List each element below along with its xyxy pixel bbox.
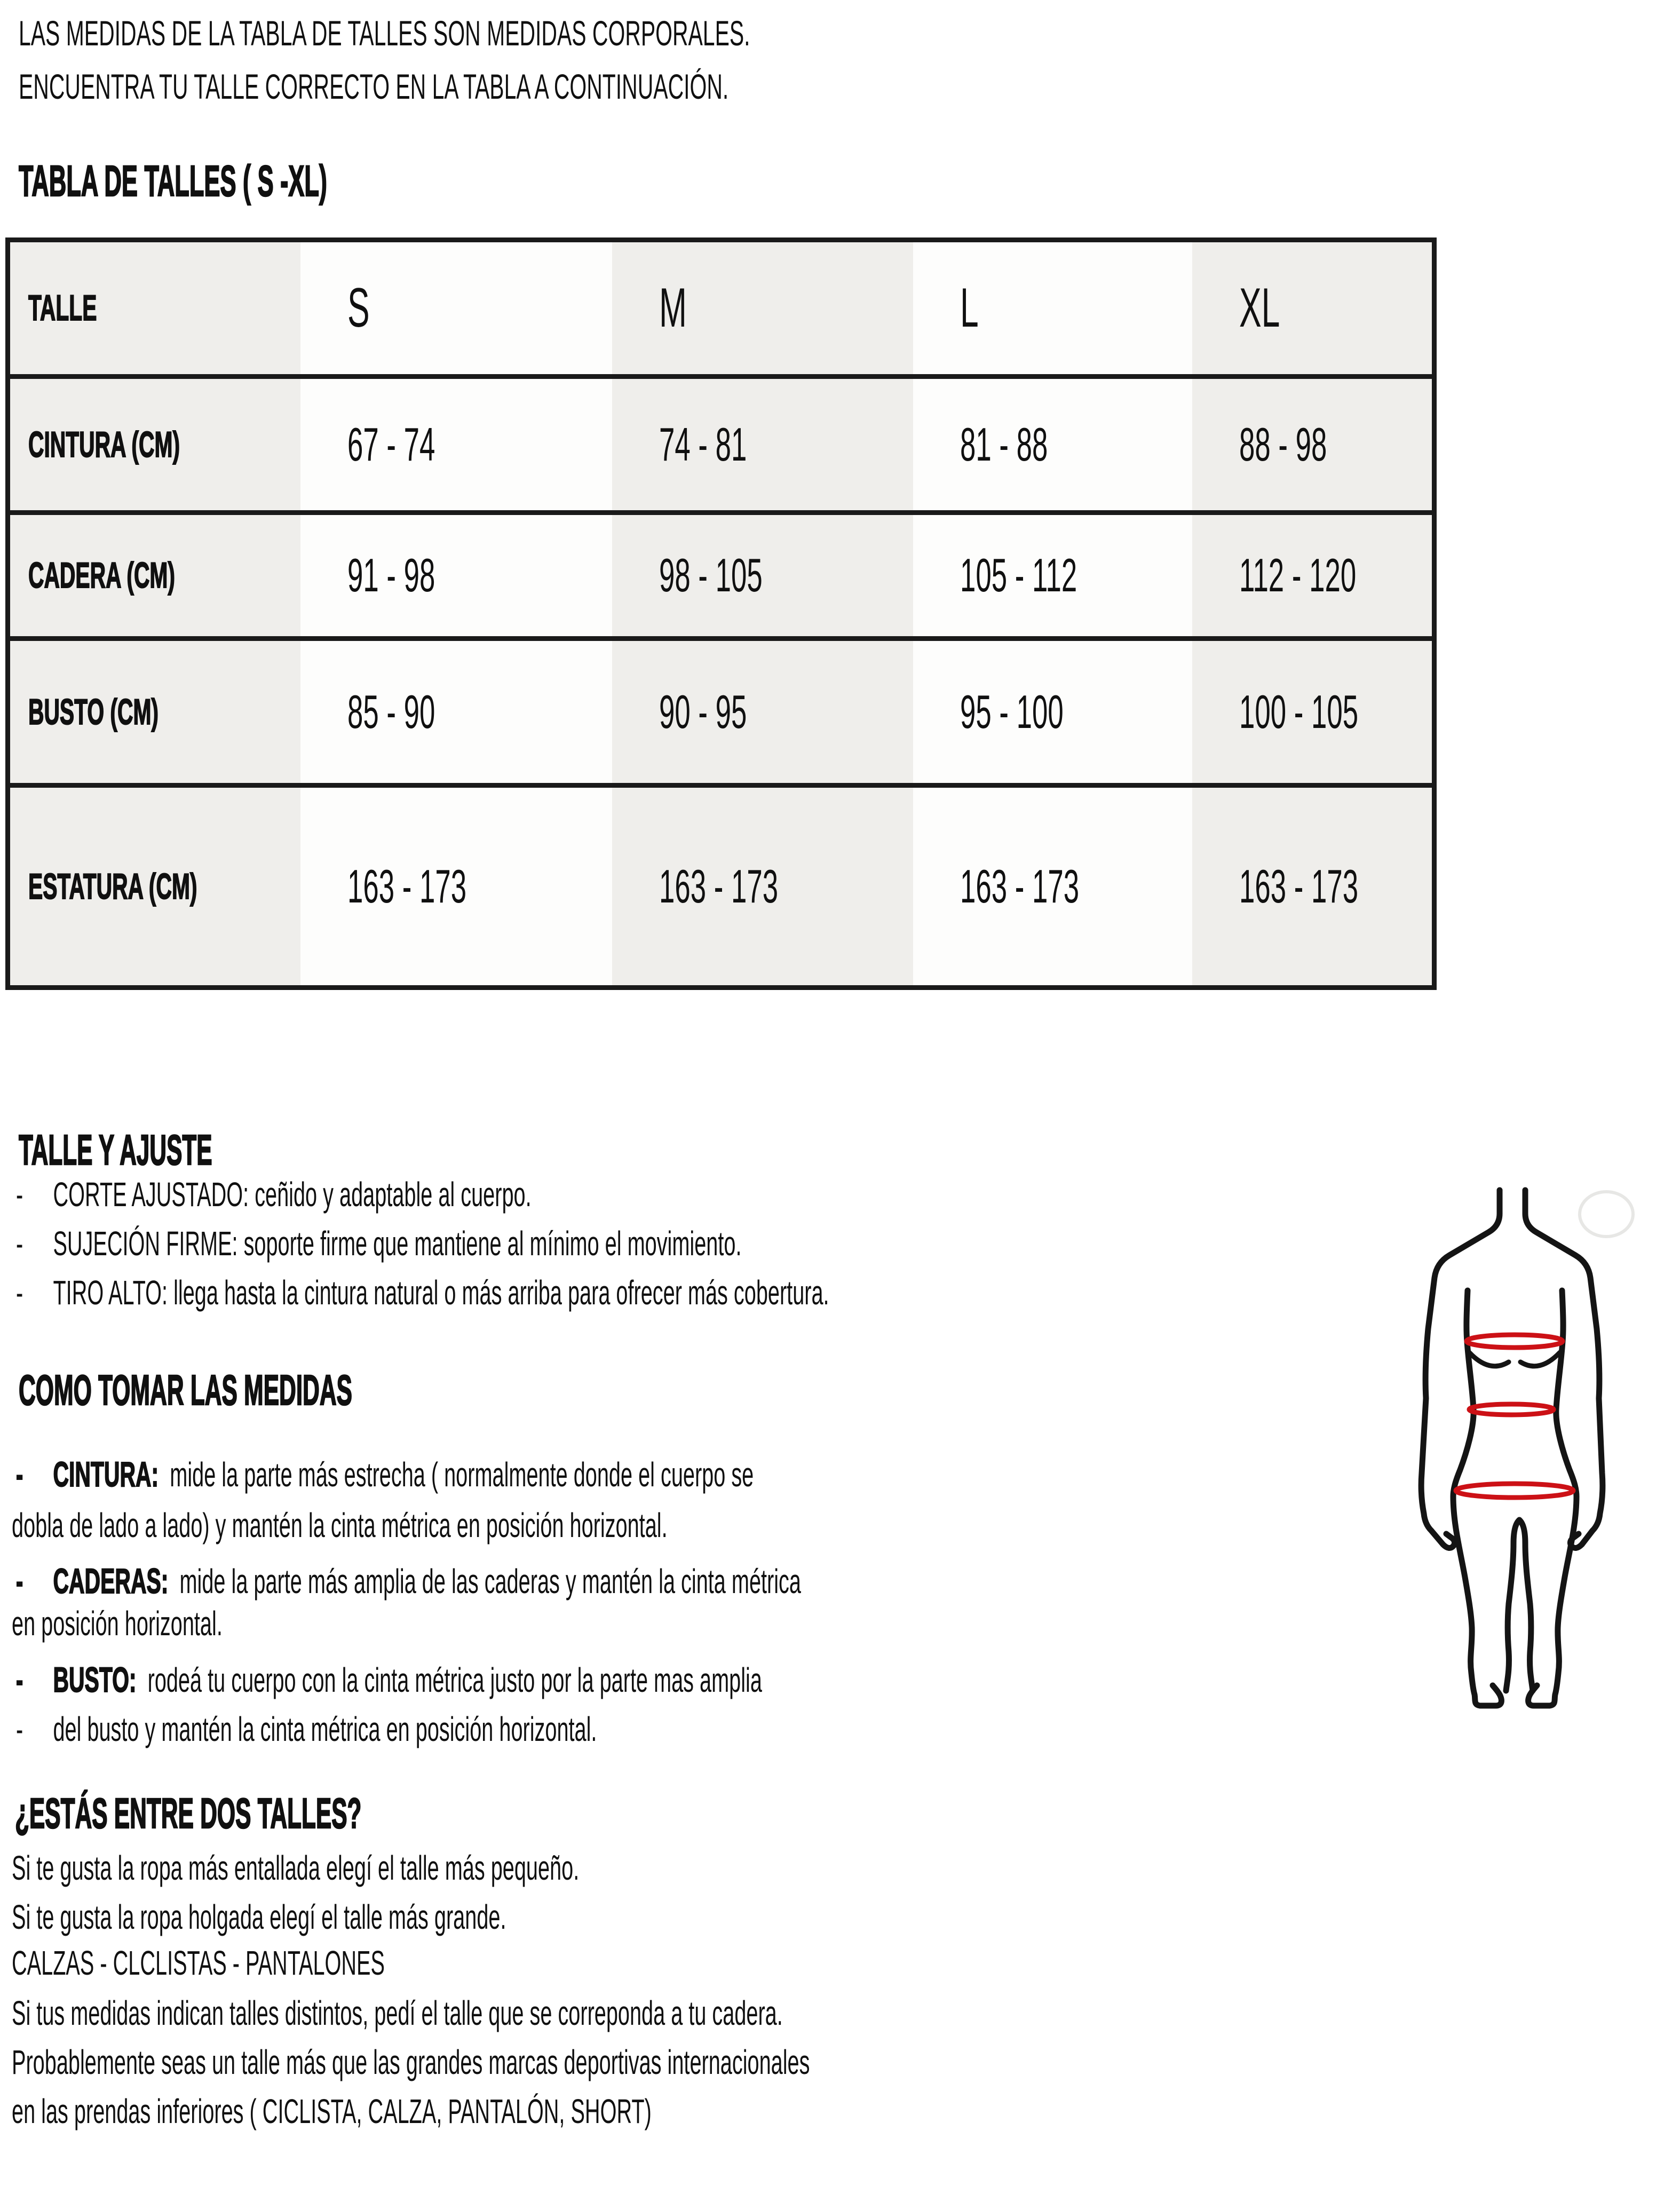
measure-cintura-line1: mide la parte más estrecha ( normalmente… bbox=[170, 1455, 754, 1494]
table-corner-cell: TALLE bbox=[10, 242, 301, 374]
fit-bullet-corte: - CORTE AJUSTADO: ceñido y adaptable al c… bbox=[16, 1169, 532, 1220]
fit-section-title: TALLE Y AJUSTE bbox=[18, 1126, 212, 1175]
measure-item-caderas: - CADERAS: mide la parte más amplia de las… bbox=[15, 1555, 801, 1607]
cell-cintura-l: 81 - 88 bbox=[913, 374, 1193, 510]
fit-bullet-tiro-text: TIRO ALTO: llega hasta la cintura natura… bbox=[53, 1273, 829, 1312]
cell-busto-s: 85 - 90 bbox=[300, 636, 613, 783]
cell-busto-m: 90 - 95 bbox=[612, 636, 913, 783]
measure-label-busto: BUSTO: bbox=[53, 1659, 137, 1700]
bullet-dash: - bbox=[16, 1224, 23, 1263]
cell-cintura-m: 74 - 81 bbox=[612, 374, 913, 510]
size-table-title: TABLA DE TALLES ( S -XL) bbox=[18, 156, 327, 207]
bust-measure-line bbox=[1464, 1332, 1565, 1350]
intro-line-2: ENCUENTRA TU TALLE CORRECTO EN LA TABLA … bbox=[19, 67, 729, 106]
between-sizes-line-1: Si te gusta la ropa más entallada elegí … bbox=[12, 1849, 580, 1887]
fit-bullet-sujecion-text: SUJECIÓN FIRME: soporte firme que mantie… bbox=[53, 1224, 742, 1263]
measure-caderas-line2: en posición horizontal. bbox=[12, 1604, 223, 1643]
row-label-busto: BUSTO (CM) bbox=[10, 636, 301, 783]
hip-measure-line bbox=[1453, 1481, 1576, 1500]
right-bust-curve bbox=[1518, 1350, 1563, 1369]
body-measurement-figure bbox=[1418, 1187, 1635, 1709]
size-col-header-l: L bbox=[913, 242, 1193, 374]
between-sizes-line-5: Probablemente seas un talle más que las … bbox=[12, 2043, 810, 2081]
cell-cadera-m: 98 - 105 bbox=[612, 510, 913, 637]
bullet-dash: - bbox=[15, 1562, 23, 1601]
left-neck-shoulder-arm bbox=[1418, 1187, 1503, 1551]
faint-artifact bbox=[1578, 1190, 1635, 1238]
left-inner-leg bbox=[1503, 1517, 1523, 1694]
measure-section-title: COMO TOMAR LAS MEDIDAS bbox=[18, 1366, 352, 1415]
measure-busto-line2: del busto y mantén la cinta métrica en p… bbox=[53, 1710, 597, 1748]
left-bust-curve bbox=[1467, 1350, 1511, 1369]
measure-caderas-line1: mide la parte más amplia de las caderas … bbox=[179, 1562, 801, 1601]
bullet-dash: - bbox=[15, 1660, 23, 1700]
cell-cadera-xl: 112 - 120 bbox=[1192, 510, 1432, 637]
size-col-header-s: S bbox=[300, 242, 613, 374]
bullet-dash: - bbox=[16, 1273, 23, 1312]
right-inner-leg bbox=[1516, 1517, 1536, 1694]
size-col-header-xl: XL bbox=[1192, 242, 1432, 374]
between-sizes-title: ¿ESTÁS ENTRE DOS TALLES? bbox=[14, 1789, 362, 1838]
row-label-estatura: ESTATURA (CM) bbox=[10, 782, 301, 985]
measure-item-cintura: - CINTURA: mide la parte más estrecha ( no… bbox=[15, 1448, 754, 1500]
cell-cintura-xl: 88 - 98 bbox=[1192, 374, 1432, 510]
cell-estatura-xl: 163 - 173 bbox=[1192, 782, 1432, 985]
cell-cintura-s: 67 - 74 bbox=[300, 374, 613, 510]
row-label-cadera: CADERA (CM) bbox=[10, 510, 301, 637]
measure-item-busto: - BUSTO: rodeá tu cuerpo con la cinta métr… bbox=[15, 1654, 762, 1706]
between-sizes-line-3: CALZAS - CLCLISTAS - PANTALONES bbox=[12, 1944, 385, 1982]
fit-bullet-corte-text: CORTE AJUSTADO: ceñido y adaptable al cu… bbox=[53, 1175, 532, 1214]
fit-bullet-sujecion: - SUJECIÓN FIRME: soporte firme que manti… bbox=[16, 1218, 741, 1269]
size-col-header-m: M bbox=[612, 242, 913, 374]
between-sizes-line-2: Si te gusta la ropa holgada elegí el tal… bbox=[12, 1898, 506, 1936]
between-sizes-line-6: en las prendas inferiores ( CICLISTA, CA… bbox=[12, 2092, 652, 2130]
measure-busto-line2-bullet: - del busto y mantén la cinta métrica en … bbox=[16, 1704, 597, 1755]
cell-estatura-s: 163 - 173 bbox=[300, 782, 613, 985]
intro-line-1: LAS MEDIDAS DE LA TABLA DE TALLES SON ME… bbox=[19, 13, 750, 53]
fit-bullet-tiro: - TIRO ALTO: llega hasta la cintura natur… bbox=[16, 1267, 829, 1318]
measure-busto-line1: rodeá tu cuerpo con la cinta métrica jus… bbox=[147, 1661, 762, 1699]
left-torso-and-leg bbox=[1450, 1287, 1504, 1709]
waist-measure-line bbox=[1467, 1401, 1556, 1417]
measure-cintura-line2: dobla de lado a lado) y mantén la cinta … bbox=[12, 1506, 668, 1545]
bullet-dash: - bbox=[16, 1175, 23, 1214]
measure-label-caderas: CADERAS: bbox=[53, 1561, 169, 1601]
cell-estatura-l: 163 - 173 bbox=[913, 782, 1193, 985]
bullet-dash: - bbox=[16, 1710, 23, 1748]
cell-busto-xl: 100 - 105 bbox=[1192, 636, 1432, 783]
measure-label-cintura: CINTURA: bbox=[53, 1454, 159, 1494]
size-chart-table: TALLE S M L XL CINTURA (CM) 67 - 74 74 -… bbox=[5, 237, 1437, 990]
between-sizes-line-4: Si tus medidas indican talles distintos,… bbox=[12, 1994, 783, 2032]
cell-cadera-s: 91 - 98 bbox=[300, 510, 613, 637]
cell-cadera-l: 105 - 112 bbox=[913, 510, 1193, 637]
right-torso-and-leg bbox=[1525, 1287, 1580, 1709]
table-corner-label: TALLE bbox=[28, 287, 97, 329]
bullet-dash: - bbox=[15, 1455, 23, 1494]
cell-busto-l: 95 - 100 bbox=[913, 636, 1193, 783]
cell-estatura-m: 163 - 173 bbox=[612, 782, 913, 985]
row-label-cintura: CINTURA (CM) bbox=[10, 374, 301, 510]
